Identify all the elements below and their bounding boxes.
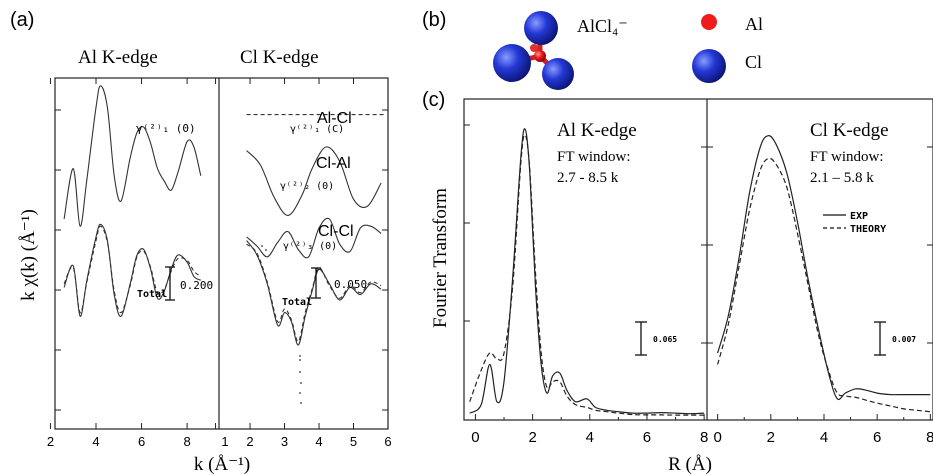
noise-dot bbox=[299, 392, 301, 394]
a-right-path3-label: γ⁽²⁾₃ (0) bbox=[283, 241, 337, 252]
a-xtick-labels: 2 4 6 8 1 2 3 4 5 6 bbox=[47, 434, 392, 449]
cl-atom-right bbox=[542, 58, 574, 90]
a-right-series-4 bbox=[246, 243, 382, 342]
cl-legend-label: Cl bbox=[745, 52, 762, 72]
a-left-series-2 bbox=[63, 225, 202, 314]
c-right-curves bbox=[717, 135, 931, 413]
a-ylabel: k χ(k) (Å⁻¹) bbox=[18, 209, 39, 301]
a-left-title: Al K-edge bbox=[78, 47, 158, 68]
noise-dot bbox=[261, 245, 263, 247]
c-left-xtick-label: 4 bbox=[586, 429, 594, 446]
c-left-xtick-label: 2 bbox=[528, 429, 536, 446]
cl-legend-swatch bbox=[692, 49, 726, 83]
c-right-xtick-label: 6 bbox=[873, 429, 881, 446]
a-left-series-0 bbox=[63, 85, 202, 227]
a-right-xtick-label: 1 bbox=[221, 434, 228, 449]
c-left-exp-line bbox=[469, 128, 705, 415]
a-pair-al-cl: Al-Cl bbox=[317, 110, 352, 127]
a-right-scale-bar bbox=[311, 267, 321, 299]
c-right-xtick-label: 2 bbox=[767, 429, 775, 446]
panel-label-b: (b) bbox=[422, 9, 446, 31]
bond-node bbox=[530, 44, 538, 52]
a-right-series-2 bbox=[246, 217, 382, 259]
noise-dot bbox=[299, 371, 301, 373]
a-left-path-label: γ⁽²⁾₁ (0) bbox=[136, 122, 196, 135]
c-right-xtick-label: 8 bbox=[926, 429, 933, 446]
c-left-window-label: FT window: bbox=[557, 149, 630, 165]
c-right-title: Cl K-edge bbox=[810, 120, 889, 141]
c-left-window: 2.7 - 8.5 k bbox=[557, 170, 619, 186]
molecule-label: AlCl₄⁻ bbox=[577, 16, 628, 36]
a-left-total-label: Total bbox=[137, 289, 167, 300]
c-left-xtick-label: 0 bbox=[471, 429, 479, 446]
a-right-xtick-label: 3 bbox=[281, 434, 288, 449]
cl-atom-top bbox=[524, 11, 558, 45]
a-right-xtick-label: 5 bbox=[350, 434, 357, 449]
a-left-scale-bar bbox=[165, 266, 175, 301]
c-right-xtick-label: 0 bbox=[713, 429, 721, 446]
legend-theory-label: THEORY bbox=[850, 224, 886, 235]
c-left-title: Al K-edge bbox=[557, 120, 637, 141]
a-right-xtick-label: 6 bbox=[384, 434, 391, 449]
a-xlabel: k (Å⁻¹) bbox=[194, 454, 250, 475]
c-left-xtick-label: 6 bbox=[643, 429, 651, 446]
c-frame bbox=[463, 98, 933, 421]
a-pair-cl-cl: Cl-Cl bbox=[318, 223, 354, 240]
noise-dot bbox=[299, 355, 301, 357]
panel-label-c: (c) bbox=[422, 89, 445, 111]
a-right-series-1 bbox=[246, 146, 382, 216]
a-left-xtick-label: 2 bbox=[47, 434, 54, 449]
a-pair-cl-al: Cl-Al bbox=[316, 155, 351, 172]
noise-dot bbox=[300, 402, 302, 404]
c-left-scale-value: 0.065 bbox=[653, 335, 677, 344]
c-xlabel: R (Å) bbox=[668, 454, 712, 475]
noise-dot bbox=[299, 359, 301, 361]
a-right-xtick-label: 2 bbox=[246, 434, 253, 449]
c-ylabel: Fourier Transform bbox=[430, 188, 451, 328]
a-right-total-label: Total bbox=[282, 297, 312, 308]
cl-atom-left bbox=[493, 44, 531, 82]
a-right-curves bbox=[246, 114, 385, 346]
alcl4-molecule bbox=[493, 11, 574, 90]
a-frame bbox=[54, 77, 389, 430]
a-left-xtick-label: 6 bbox=[138, 434, 145, 449]
c-right-scale-bar bbox=[874, 321, 886, 356]
a-left-xtick-label: 8 bbox=[183, 434, 190, 449]
c-right-window: 2.1 – 5.8 k bbox=[810, 170, 874, 186]
a-right-path1-label: γ⁽²⁾₁ (C) bbox=[290, 124, 344, 135]
c-right-theory-line bbox=[717, 157, 931, 413]
a-right-path2-label: γ⁽²⁾₂ (0) bbox=[280, 181, 334, 192]
a-right-xtick-label: 4 bbox=[315, 434, 322, 449]
a-right-title: Cl K-edge bbox=[240, 47, 319, 68]
a-right-noise-dots bbox=[261, 245, 302, 404]
c-right-exp-line bbox=[717, 135, 931, 401]
a-left-series-1 bbox=[63, 223, 202, 317]
al-legend-swatch bbox=[701, 14, 717, 30]
c-right-xtick-label: 4 bbox=[820, 429, 828, 446]
c-legend: EXP THEORY bbox=[823, 211, 886, 235]
noise-dot bbox=[300, 382, 302, 384]
c-left-scale-bar bbox=[635, 321, 647, 356]
c-right-window-label: FT window: bbox=[810, 149, 883, 165]
al-atom-center bbox=[534, 50, 546, 62]
c-left-xtick-label: 8 bbox=[700, 429, 708, 446]
legend-exp-label: EXP bbox=[850, 211, 868, 222]
a-right-scale-value: 0.050 bbox=[334, 278, 367, 291]
c-left-curves bbox=[469, 128, 705, 416]
al-legend-label: Al bbox=[745, 14, 763, 34]
a-right-series-3 bbox=[246, 240, 382, 346]
panel-label-a: (a) bbox=[10, 9, 34, 31]
noise-dot bbox=[265, 249, 267, 251]
a-left-scale-value: 0.200 bbox=[180, 279, 213, 292]
a-left-xtick-label: 4 bbox=[92, 434, 99, 449]
a-left-curves bbox=[63, 85, 202, 317]
a-ticks bbox=[49, 78, 389, 429]
c-right-scale-value: 0.007 bbox=[892, 335, 916, 344]
